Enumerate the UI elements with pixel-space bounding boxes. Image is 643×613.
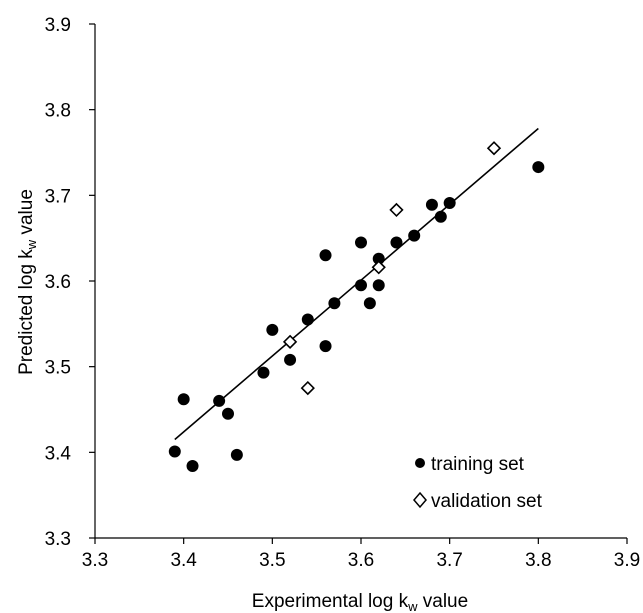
training-point [408,229,421,242]
y-tick-label: 3.9 [45,15,71,36]
legend-marker-training [415,458,425,468]
training-point [213,394,226,407]
y-tick-label: 3.4 [45,443,72,464]
training-point [363,297,376,310]
training-point [372,252,385,265]
training-point [257,366,270,379]
training-point [355,236,367,249]
training-point [390,236,403,249]
y-tick-label: 3.6 [45,272,71,293]
training-point [222,407,234,420]
validation-point [486,141,502,156]
validation-point [282,334,298,349]
x-tick-label: 3.3 [82,550,108,571]
training-point [230,448,243,461]
validation-point [300,380,315,396]
training-point [284,353,297,366]
training-point [355,279,367,292]
x-tick-label: 3.6 [348,550,374,571]
training-point [372,279,385,292]
x-tick-label: 3.7 [436,550,462,571]
training-point [425,198,438,211]
x-tick-label: 3.8 [525,550,551,571]
x-tick-label: 3.4 [170,550,197,571]
training-point [434,210,447,223]
y-tick-label: 3.8 [45,101,71,122]
training-point [301,313,314,326]
x-tick-label: 3.9 [614,550,640,571]
legend: training set validation set [413,454,543,512]
y-tick-label: 3.3 [45,529,71,550]
legend-label-training: training set [431,454,525,475]
validation-point [371,260,386,275]
x-tick-label: 3.5 [259,550,285,571]
training-point [319,249,332,262]
y-tick-label: 3.5 [45,358,71,379]
training-point [319,340,332,353]
training-point [186,460,199,473]
axes: 3.3 3.4 3.5 3.6 3.7 3.8 3.9 3.3 3.4 3.5 3.6 3.7 3.8 3… [45,15,641,571]
training-point [532,161,545,174]
training-point [328,297,341,310]
training-point [443,197,456,210]
validation-point [389,202,404,218]
training-point [177,393,190,406]
x-axis-label: Experimental log kw value [252,591,468,613]
training-point [168,445,181,458]
data-points [168,141,545,473]
y-axis-label: Predicted log kw value [16,189,39,375]
training-point [266,323,279,336]
legend-marker-validation [413,491,427,509]
y-tick-label: 3.7 [45,186,71,207]
legend-label-validation: validation set [431,491,543,512]
